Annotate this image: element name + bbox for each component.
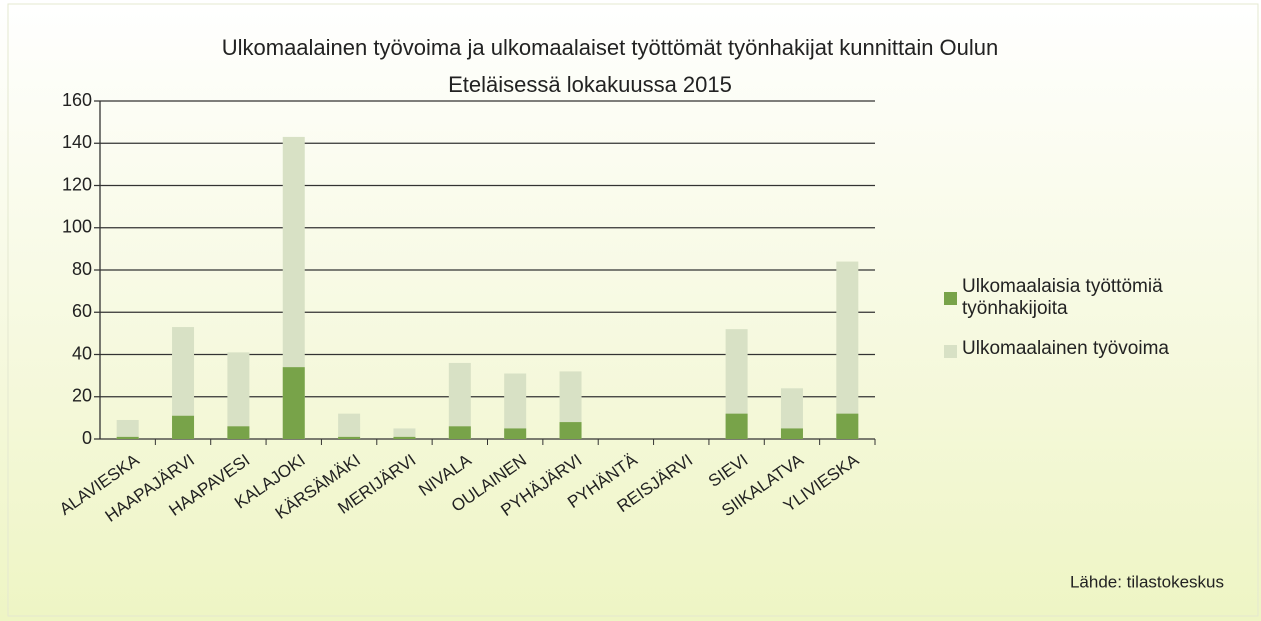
bar <box>338 436 361 439</box>
bar <box>504 428 527 439</box>
y-tick-label: 20 <box>72 386 92 406</box>
bar <box>780 428 803 439</box>
y-tick-label: 60 <box>72 301 92 321</box>
bar <box>393 428 416 439</box>
bar <box>836 413 859 439</box>
legend-label: Ulkomaalaisia työttömiä työnhakijoita <box>962 276 1163 319</box>
bar <box>172 327 195 439</box>
bar <box>172 415 195 439</box>
bar <box>227 426 250 439</box>
bar <box>559 422 582 439</box>
bar <box>282 367 305 439</box>
bar <box>338 413 361 439</box>
legend-swatch <box>944 345 957 358</box>
bar <box>116 436 139 439</box>
bar <box>725 413 748 439</box>
y-tick-label: 80 <box>72 259 92 279</box>
source-note: Lähde: tilastokeskus <box>1070 572 1224 591</box>
bar <box>282 136 305 439</box>
bar <box>725 329 748 439</box>
bar <box>448 362 471 439</box>
chart-title: Ulkomaalainen työvoima ja ulkomaalaiset … <box>222 35 999 60</box>
bar <box>227 352 250 439</box>
bar <box>780 388 803 439</box>
y-tick-label: 100 <box>62 217 92 237</box>
bar <box>393 436 416 439</box>
bar <box>116 419 139 439</box>
x-tick-label: SIEVI <box>705 450 752 490</box>
bar <box>504 373 527 439</box>
y-tick-label: 120 <box>62 174 92 194</box>
bar <box>448 426 471 439</box>
chart-title: Eteläisessä lokakuussa 2015 <box>448 72 732 97</box>
y-tick-label: 40 <box>72 343 92 363</box>
y-tick-label: 160 <box>62 90 92 110</box>
bar <box>836 261 859 439</box>
legend-swatch <box>944 292 957 305</box>
frame <box>7 3 1259 617</box>
y-tick-label: 140 <box>62 132 92 152</box>
legend-label: Ulkomaalainen työvoima <box>962 338 1169 359</box>
y-tick-label: 0 <box>82 428 92 448</box>
